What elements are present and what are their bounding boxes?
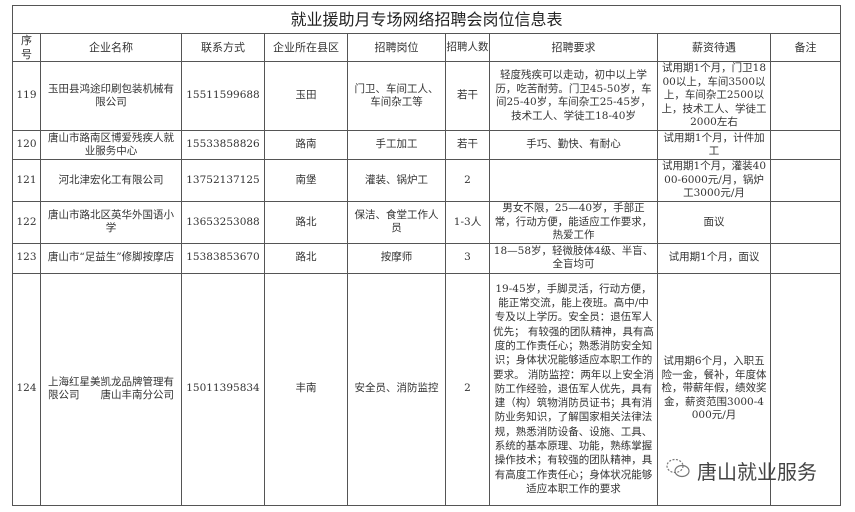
table-row: 121 河北津宏化工有限公司 13752137125 南堡 灌装、锅炉工 2 试… (12, 159, 842, 202)
cell-company: 唐山市“足益生”修脚按摩店 (40, 242, 182, 274)
header-district: 企业所在县区 (264, 33, 348, 62)
table-row: 122 唐山市路北区英华外国语小学 13653253088 路北 保洁、食堂工作… (12, 201, 842, 244)
header-count: 招聘人数 (445, 33, 490, 62)
cell-phone: 15011395834 (181, 272, 265, 506)
cell-district: 玉田 (264, 61, 348, 131)
watermark-text: 唐山就业服务 (697, 460, 817, 484)
cell-position: 门卫、车间工人、车间杂工等 (347, 61, 446, 131)
cell-district: 南堡 (264, 159, 348, 202)
cell-company: 唐山市路北区英华外国语小学 (40, 201, 182, 244)
cell-no: 124 (12, 272, 41, 506)
table-row: 123 唐山市“足益生”修脚按摩店 15383853670 路北 按摩师 3 1… (12, 242, 842, 274)
cell-position: 灌装、锅炉工 (347, 159, 446, 202)
cell-notes (769, 159, 842, 202)
job-info-table: 就业援助月专场网络招聘会岗位信息表 序号 企业名称 联系方式 企业所在县区 招聘… (11, 5, 842, 506)
header-row: 序号 企业名称 联系方式 企业所在县区 招聘岗位 招聘人数 招聘要求 薪资待遇 … (12, 33, 842, 62)
cell-count: 若干 (445, 130, 490, 160)
header-requirements: 招聘要求 (489, 33, 658, 62)
header-company: 企业名称 (40, 33, 182, 62)
cell-no: 120 (12, 130, 41, 160)
cell-company: 玉田县鸿途印刷包装机械有限公司 (40, 61, 182, 131)
cell-phone: 13752137125 (181, 159, 265, 202)
cell-district: 路北 (264, 201, 348, 244)
cell-count: 3 (445, 242, 490, 274)
cell-count: 1-3人 (445, 201, 490, 244)
cell-salary: 试用期6个月，入职五险一金，餐补，年度体检，带薪年假，绩效奖金，薪资范围3000… (657, 272, 771, 506)
cell-no: 119 (12, 61, 41, 131)
cell-salary: 试用期1个月，灌装4000-6000元/月，锅炉工3000元/月 (657, 159, 771, 202)
cell-position: 手工加工 (347, 130, 446, 160)
cell-notes (769, 272, 842, 506)
header-position: 招聘岗位 (347, 33, 446, 62)
cell-phone: 15533858826 (181, 130, 265, 160)
cell-requirements: 男女不限，25—40岁，手部正常，行动方便，能适应工作要求，热爱工作 (489, 201, 658, 244)
cell-position: 按摩师 (347, 242, 446, 274)
header-notes: 备注 (769, 33, 842, 62)
cell-salary: 面议 (657, 201, 771, 244)
cell-district: 路北 (264, 242, 348, 274)
cell-district: 路南 (264, 130, 348, 160)
cell-salary: 试用期1个月，面议 (657, 242, 771, 274)
cell-requirements (489, 159, 658, 202)
cell-company: 唐山市路南区博爱残疾人就业服务中心 (40, 130, 182, 160)
table-row: 120 唐山市路南区博爱残疾人就业服务中心 15533858826 路南 手工加… (12, 130, 842, 160)
cell-phone: 13653253088 (181, 201, 265, 244)
header-salary: 薪资待遇 (657, 33, 771, 62)
header-no: 序号 (12, 33, 41, 62)
table-row: 124 上海红星美凯龙品牌管理有限公司 唐山丰南分公司 15011395834 … (12, 272, 842, 506)
page-title: 就业援助月专场网络招聘会岗位信息表 (11, 5, 842, 34)
wechat-icon (665, 457, 691, 484)
cell-no: 123 (12, 242, 41, 274)
cell-company: 河北津宏化工有限公司 (40, 159, 182, 202)
cell-no: 121 (12, 159, 41, 202)
watermark: 唐山就业服务 (665, 456, 817, 485)
cell-requirements: 手巧、勤快、有耐心 (489, 130, 658, 160)
cell-position: 安全员、消防监控 (347, 272, 446, 506)
cell-company: 上海红星美凯龙品牌管理有限公司 唐山丰南分公司 (40, 272, 182, 506)
cell-count: 若干 (445, 61, 490, 131)
cell-notes (769, 61, 842, 131)
header-phone: 联系方式 (181, 33, 265, 62)
cell-count: 2 (445, 272, 490, 506)
cell-no: 122 (12, 201, 41, 244)
table-row: 119 玉田县鸿途印刷包装机械有限公司 15511599688 玉田 门卫、车间… (12, 61, 842, 131)
cell-notes (769, 201, 842, 244)
cell-notes (769, 130, 842, 160)
cell-district: 丰南 (264, 272, 348, 506)
cell-phone: 15511599688 (181, 61, 265, 131)
cell-requirements: 轻度残疾可以走动，初中以上学历，吃苦耐劳。门卫45-50岁，车间25-40岁，车… (489, 61, 658, 131)
cell-requirements: 18—58岁，轻微肢体4级、半盲、全盲均可 (489, 242, 658, 274)
cell-position: 保洁、食堂工作人员 (347, 201, 446, 244)
cell-salary: 试用期1个月，门卫1800以上，车间3500以上，车间杂工2500以上，技术工人… (657, 61, 771, 131)
cell-phone: 15383853670 (181, 242, 265, 274)
cell-salary: 试用期1个月，计件加工 (657, 130, 771, 160)
cell-requirements: 19-45岁，手脚灵活，行动方便，能正常交流，能上夜班。高中/中专及以上学历。安… (489, 272, 658, 506)
cell-count: 2 (445, 159, 490, 202)
cell-notes (769, 242, 842, 274)
